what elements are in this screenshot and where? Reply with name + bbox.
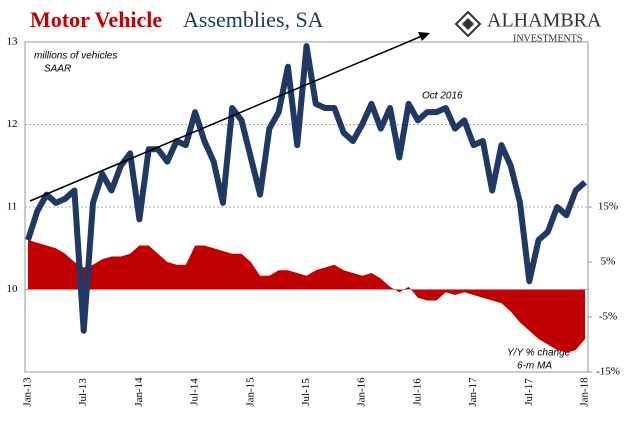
logo-icon — [454, 10, 482, 38]
annotation: SAAR — [44, 64, 71, 75]
x-tick-label: Jul-17 — [523, 378, 535, 406]
y-tick-label: 13 — [7, 36, 19, 48]
annotation: Oct 2016 — [422, 91, 463, 102]
arrow-head — [418, 32, 430, 41]
y2-tick-label: 5% — [601, 256, 616, 268]
x-tick-label: Jan-15 — [244, 377, 256, 407]
chart-title: Assemblies, SA — [183, 7, 324, 32]
x-tick-label: Jul-15 — [300, 378, 312, 406]
line — [25, 43, 587, 334]
x-tick-label: Jul-13 — [77, 378, 89, 406]
x-tick-label: Jul-14 — [189, 378, 201, 406]
logo-sub: INVESTMENTS — [513, 33, 582, 44]
annotation: Y/Y % change — [507, 348, 571, 359]
x-tick-label: Jan-13 — [22, 377, 34, 407]
annotation: millions of vehicles — [34, 51, 117, 62]
y-tick-label: 12 — [7, 118, 18, 130]
y2-tick-label: -15% — [596, 366, 620, 378]
x-tick-label: Jan-14 — [133, 377, 145, 407]
x-tick-label: Jan-17 — [467, 377, 479, 407]
x-tick-label: Jan-18 — [579, 377, 591, 407]
area — [28, 240, 585, 353]
trend-arrow — [29, 35, 423, 202]
y2-tick-label: 15% — [598, 201, 618, 213]
y2-tick-label: -5% — [599, 311, 617, 323]
logo: ALHAMBRA — [487, 10, 602, 32]
plot — [25, 41, 588, 353]
x-tick-label: Jul-16 — [411, 378, 423, 406]
y-tick-label: 10 — [7, 283, 19, 295]
annotation: 6-m MA — [517, 361, 552, 372]
y-tick-label: 11 — [7, 201, 18, 213]
x-tick-label: Jan-16 — [356, 377, 368, 407]
chart-title: Motor Vehicle — [30, 7, 162, 32]
